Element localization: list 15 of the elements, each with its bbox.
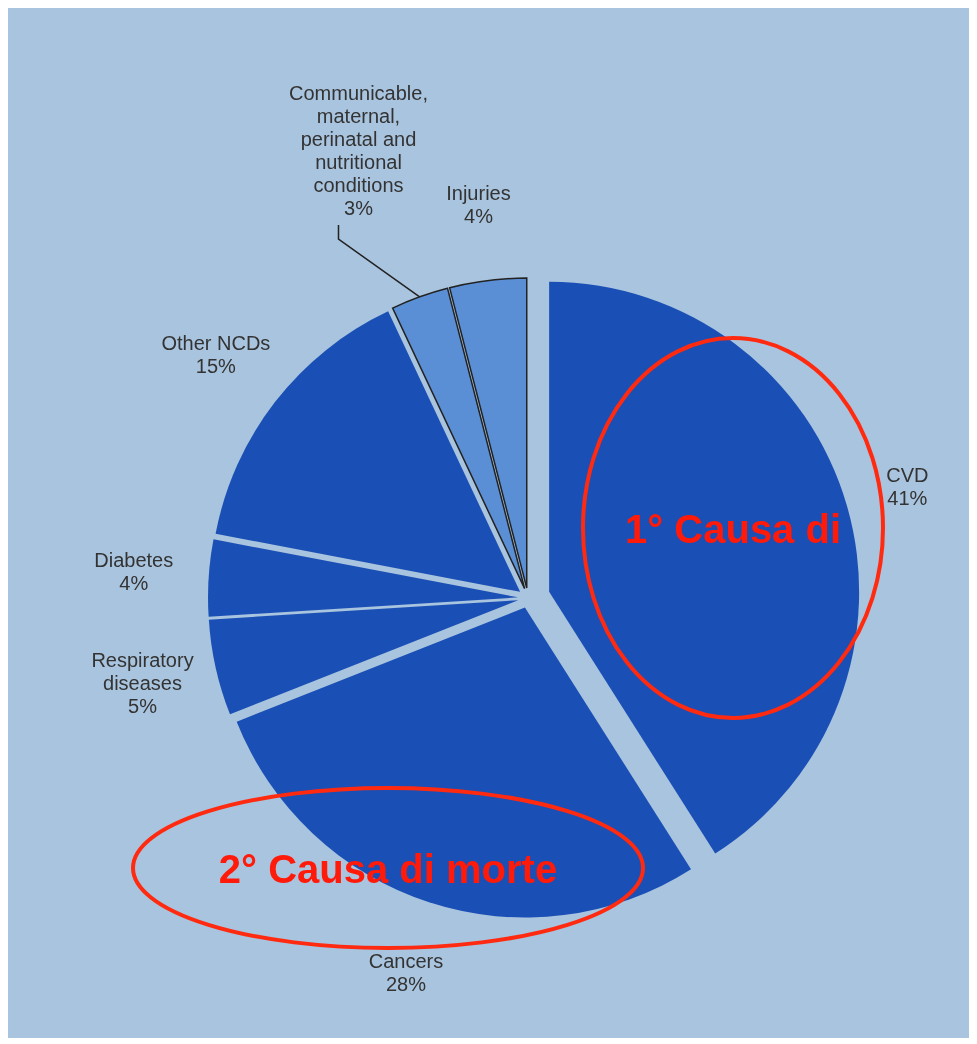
slice-label: Respiratory diseases: [91, 648, 194, 694]
data-label: 5%: [128, 694, 158, 717]
slice-label: Injuries: [446, 182, 511, 205]
data-label: 3%: [344, 197, 374, 220]
slice-label: Cancers: [368, 949, 444, 972]
slice-label: Other NCDs: [161, 331, 271, 354]
slice-label: Diabetes: [94, 549, 174, 572]
data-label: 15%: [195, 354, 237, 377]
slice-label: CVD: [886, 463, 929, 486]
data-label: 41%: [887, 486, 928, 509]
slice-label: Communicable, maternal, perinatal and nutritional conditions: [289, 82, 428, 197]
data-label: 28%: [385, 972, 427, 995]
data-label: 4%: [119, 572, 149, 595]
data-label: 4%: [464, 205, 494, 228]
text: 1° Causa di: [624, 507, 842, 551]
